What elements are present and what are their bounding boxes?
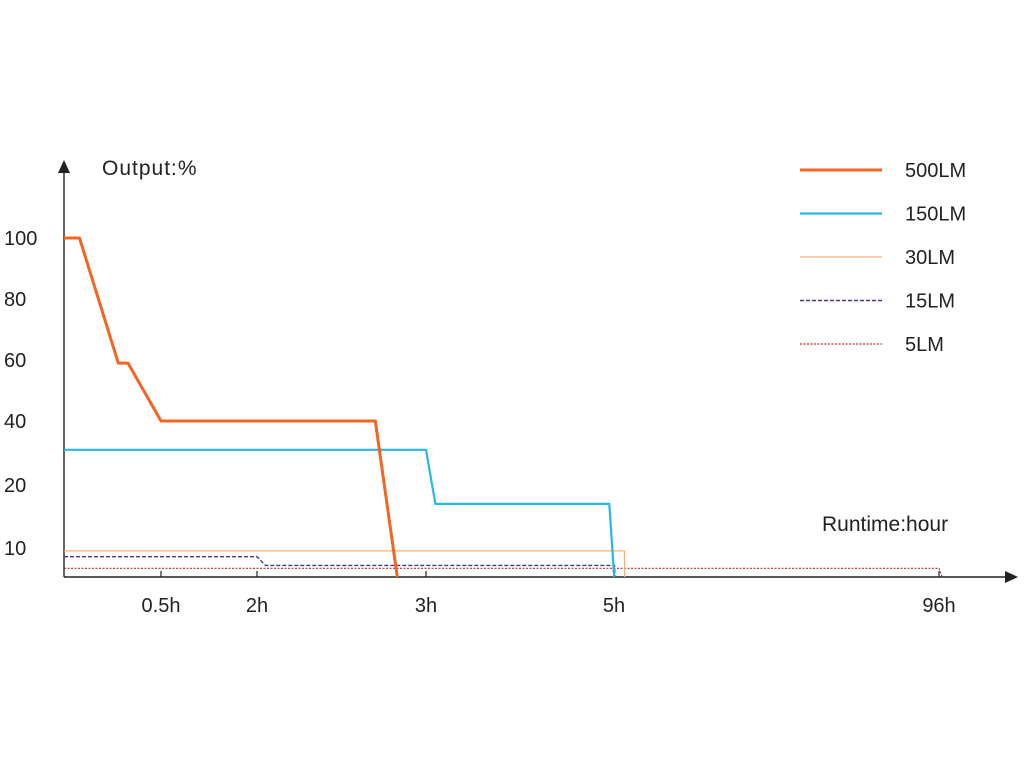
x-axis-arrow: [1005, 571, 1018, 583]
y-tick-label: 10: [4, 538, 26, 560]
y-tick-label: 40: [4, 411, 26, 433]
y-axis-title: Output:%: [102, 157, 198, 180]
series-line-150lm: [64, 448, 616, 578]
x-tick-label: 0.5h: [142, 595, 181, 617]
x-tick-label: 96h: [922, 595, 955, 617]
y-tick-label: 100: [4, 228, 37, 250]
tick-group: 100 80 60 40 20 10 0.5h 2h 3h 5h 96h: [4, 228, 956, 617]
series-line-500lm: [64, 236, 399, 578]
legend-label: 5LM: [905, 334, 944, 356]
y-tick-label: 80: [4, 289, 26, 311]
legend-label: 30LM: [905, 247, 955, 269]
y-axis-arrow: [58, 160, 70, 173]
legend-label: 500LM: [905, 160, 966, 182]
series-line-5lm: [64, 567, 943, 578]
x-tick-label: 3h: [415, 595, 437, 617]
series-line-30lm: [64, 550, 626, 578]
series-line-15lm: [64, 556, 616, 578]
legend-label: 15LM: [905, 291, 955, 313]
legend-label: 150LM: [905, 204, 966, 226]
legend: 500LM 150LM 30LM 15LM 5LM: [800, 160, 966, 356]
x-axis-title: Runtime:hour: [822, 513, 948, 536]
x-tick-label: 2h: [246, 595, 268, 617]
y-tick-label: 20: [4, 475, 26, 497]
y-tick-label: 60: [4, 350, 26, 372]
x-tick-label: 5h: [603, 595, 625, 617]
series-group: [64, 236, 943, 578]
